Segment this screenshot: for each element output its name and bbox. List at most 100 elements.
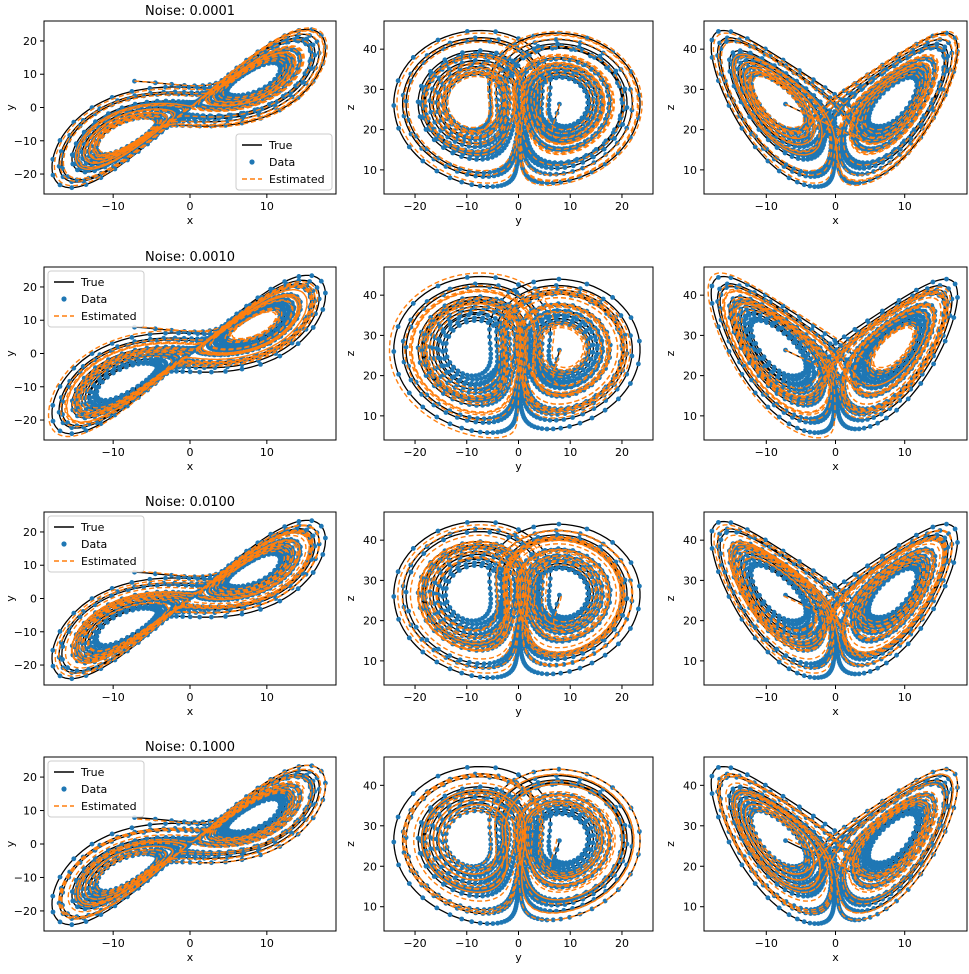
y-tick-label: 20 bbox=[683, 124, 697, 137]
data-point bbox=[50, 402, 56, 408]
data-point bbox=[129, 89, 135, 94]
data-point bbox=[310, 42, 316, 48]
data-point bbox=[578, 83, 583, 89]
data-point bbox=[420, 158, 426, 164]
data-point bbox=[147, 90, 153, 96]
data-point bbox=[187, 369, 193, 375]
data-point bbox=[132, 101, 138, 107]
data-point bbox=[434, 168, 440, 174]
data-point bbox=[304, 36, 309, 42]
data-point bbox=[832, 116, 838, 122]
plot-area bbox=[391, 29, 643, 190]
data-point bbox=[225, 118, 230, 124]
data-point bbox=[176, 330, 181, 336]
y-tick-label: −10 bbox=[14, 135, 37, 148]
y-tick-label: 30 bbox=[363, 83, 377, 96]
data-point bbox=[296, 274, 302, 279]
data-point bbox=[82, 169, 88, 175]
data-point bbox=[58, 149, 64, 154]
data-point bbox=[120, 362, 125, 367]
data-point bbox=[197, 369, 203, 375]
y-tick-label: 0 bbox=[30, 102, 37, 115]
data-point bbox=[447, 175, 453, 181]
y-tick-label: −20 bbox=[14, 168, 37, 181]
x-axis-label: y bbox=[515, 214, 522, 227]
data-point bbox=[555, 166, 560, 171]
data-point bbox=[859, 87, 864, 92]
data-point bbox=[945, 53, 951, 59]
data-point bbox=[494, 50, 499, 56]
data-point bbox=[873, 163, 878, 169]
data-point bbox=[489, 154, 495, 160]
data-point bbox=[302, 71, 308, 76]
x-tick-label: −20 bbox=[403, 200, 426, 213]
data-point bbox=[776, 168, 782, 174]
data-point bbox=[57, 182, 63, 188]
data-point bbox=[543, 165, 549, 170]
data-point bbox=[555, 41, 560, 47]
data-point bbox=[477, 183, 483, 189]
plot-area bbox=[709, 29, 960, 190]
data-point bbox=[318, 278, 324, 284]
data-point bbox=[172, 89, 178, 95]
data-point bbox=[252, 107, 258, 113]
data-point bbox=[189, 90, 194, 95]
data-point bbox=[801, 182, 807, 188]
data-point bbox=[180, 369, 186, 374]
data-point bbox=[566, 159, 571, 165]
data-point bbox=[223, 369, 228, 374]
data-point bbox=[69, 185, 75, 191]
data-point bbox=[245, 110, 250, 116]
data-point bbox=[396, 125, 401, 131]
data-point bbox=[169, 81, 175, 87]
data-point bbox=[716, 29, 721, 34]
data-point bbox=[859, 171, 865, 177]
data-point bbox=[93, 119, 98, 125]
data-point bbox=[739, 125, 745, 131]
data-point bbox=[70, 161, 76, 167]
data-point bbox=[75, 167, 80, 173]
y-tick-label: 30 bbox=[683, 83, 697, 96]
data-point bbox=[280, 93, 286, 99]
data-point bbox=[469, 182, 475, 188]
data-point bbox=[312, 52, 318, 58]
y-tick-label: 40 bbox=[683, 43, 697, 56]
legend-label: Data bbox=[269, 156, 295, 169]
data-point bbox=[442, 57, 448, 63]
data-point bbox=[490, 184, 496, 190]
data-point bbox=[547, 85, 553, 90]
data-point bbox=[620, 122, 626, 127]
data-point bbox=[391, 103, 397, 108]
x-axis-label: x bbox=[832, 214, 839, 227]
data-point bbox=[320, 307, 326, 312]
data-point bbox=[624, 105, 630, 110]
data-point bbox=[293, 83, 298, 89]
data-point bbox=[477, 48, 483, 54]
legend-label: True bbox=[268, 139, 293, 152]
data-point bbox=[176, 118, 182, 124]
data-point bbox=[857, 165, 862, 171]
data-point bbox=[57, 138, 63, 143]
y-tick-label: 10 bbox=[683, 164, 697, 177]
data-point bbox=[622, 86, 628, 92]
legend-box bbox=[235, 133, 333, 191]
x-tick-label: −10 bbox=[102, 200, 125, 213]
data-point bbox=[154, 98, 160, 104]
plot-area bbox=[50, 27, 328, 191]
data-point bbox=[74, 423, 80, 429]
x-tick-label: −10 bbox=[455, 200, 478, 213]
x-tick-label: −10 bbox=[755, 200, 778, 213]
data-point bbox=[50, 156, 56, 162]
y-tick-label: 10 bbox=[23, 68, 37, 81]
data-point bbox=[181, 89, 187, 95]
data-point bbox=[613, 68, 619, 74]
y-axis-label: y bbox=[4, 104, 17, 111]
data-point bbox=[911, 127, 917, 133]
data-point bbox=[728, 29, 734, 35]
data-point bbox=[493, 29, 498, 35]
data-point bbox=[934, 41, 940, 47]
data-point bbox=[163, 330, 168, 336]
